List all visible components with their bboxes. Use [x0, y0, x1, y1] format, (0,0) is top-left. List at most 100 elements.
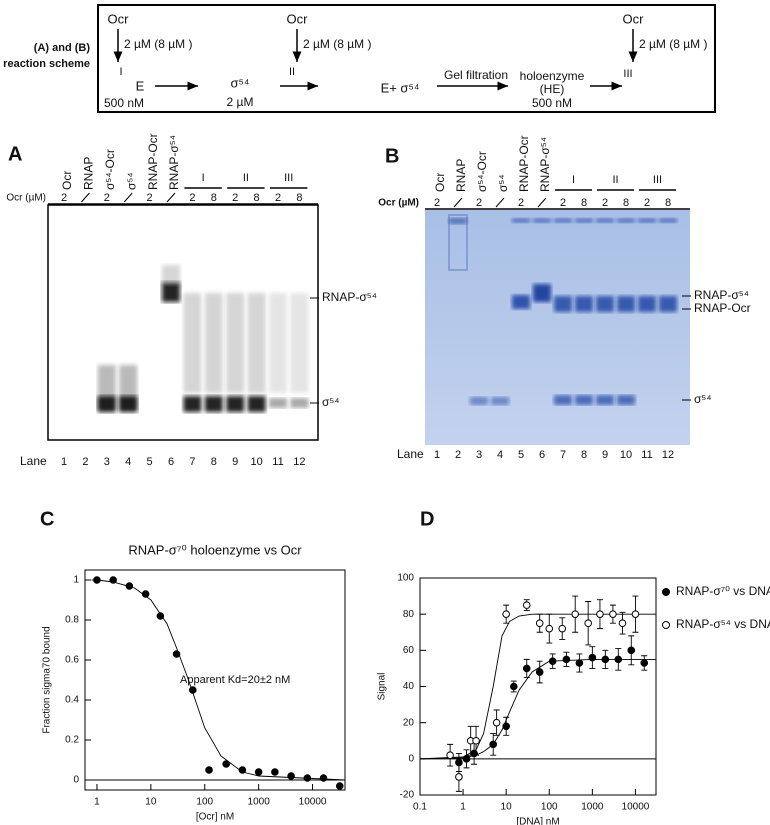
conc: 2: [518, 197, 524, 209]
band: [448, 214, 468, 271]
y-tick-label: 0.2: [65, 735, 79, 746]
band: [183, 396, 202, 412]
lane-label: Lane: [397, 447, 424, 461]
y-tick-label: 0: [408, 753, 414, 764]
conc: 2: [602, 197, 608, 209]
band: [659, 296, 677, 312]
band: [162, 265, 180, 285]
band: [119, 396, 138, 412]
slash: [495, 197, 505, 208]
slash: [166, 192, 176, 203]
chart-title: RNAP-σ⁷⁰ holoenzyme vs Ocr: [128, 542, 302, 557]
band: [247, 293, 266, 393]
conc: 2: [104, 192, 110, 204]
lane-number: 11: [272, 456, 283, 468]
dose: 2 µM (8 µM ): [124, 37, 193, 51]
slash: [81, 192, 90, 203]
concentration: 2 µM: [227, 95, 254, 109]
y-tick-label: 80: [403, 609, 415, 620]
lane-number: 10: [620, 449, 632, 461]
conc: 2: [644, 197, 650, 209]
band: [226, 293, 245, 393]
band: [512, 218, 530, 223]
plot-frame: [84, 569, 346, 791]
group-label: I: [202, 172, 205, 184]
panel-label: D: [420, 508, 434, 530]
group-label: II: [612, 174, 618, 186]
ocr: Ocr: [108, 11, 130, 26]
x-tick-label: 1000: [581, 802, 604, 813]
panel-label: B: [385, 145, 399, 167]
y-axis-label: Signal: [377, 673, 388, 701]
data-point: [188, 686, 197, 694]
lane-number: 6: [168, 456, 174, 468]
conc: 8: [581, 197, 587, 209]
conc: 2: [232, 192, 238, 204]
conc: 2: [476, 197, 482, 209]
step: II: [289, 66, 295, 78]
data-point: [640, 659, 649, 667]
slash: [453, 197, 463, 208]
lane-number: 1: [61, 456, 67, 468]
lane-header: RNAP-σ⁵⁴: [538, 137, 552, 192]
scheme-title: (A) and (B): [34, 42, 91, 54]
data-point: [489, 740, 498, 749]
band: [638, 296, 656, 312]
data-point: [601, 655, 610, 664]
conc-label: Ocr (µM): [6, 193, 46, 204]
band: [512, 295, 530, 309]
band: [596, 296, 614, 312]
legend-label: RNAP-σ⁷⁰ vs DNA: [676, 584, 770, 598]
data-point: [509, 682, 518, 691]
fit-line: [419, 613, 656, 760]
band: [162, 282, 180, 302]
data-point: [254, 768, 263, 776]
data-point: [596, 610, 604, 618]
lane-number: 9: [232, 456, 238, 468]
lane-header: σ⁵⁴-Ocr: [103, 149, 117, 190]
data-point: [609, 610, 617, 618]
lane-label: Lane: [20, 454, 47, 468]
conc: 2: [434, 197, 440, 209]
data-point: [522, 664, 531, 673]
data-point: [571, 610, 580, 618]
mix: E+ σ⁵⁴: [381, 80, 420, 95]
data-point: [548, 657, 557, 665]
conc: 2: [560, 197, 566, 209]
lane-number: 10: [250, 456, 262, 468]
band-label: RNAP-σ⁵⁴: [322, 290, 377, 304]
y-tick-label: 0.8: [65, 615, 79, 626]
slash: [537, 197, 547, 208]
band: [491, 397, 509, 405]
data-point: [472, 736, 480, 745]
band: [575, 395, 593, 405]
y-tick-label: 20: [403, 717, 415, 728]
band: [575, 296, 593, 312]
lane-number: 3: [476, 449, 482, 461]
band: [554, 218, 572, 223]
data-point: [618, 619, 627, 628]
scheme-title: reaction scheme: [3, 58, 90, 70]
conc: 2: [189, 192, 195, 204]
slash: [123, 192, 133, 203]
data-point: [562, 655, 571, 664]
lane-number: 5: [518, 449, 524, 461]
band: [554, 296, 572, 312]
x-tick-label: 10: [501, 802, 513, 813]
lane-number: 6: [539, 449, 545, 461]
y-tick-label: 0.4: [65, 695, 79, 706]
conc: 2: [61, 192, 67, 204]
lane-number: 7: [189, 456, 195, 468]
band: [183, 293, 202, 393]
data-point: [575, 659, 584, 667]
gel-filtration: Gel filtration: [444, 68, 508, 82]
x-tick-label: 10: [145, 797, 157, 808]
band: [226, 396, 245, 412]
y-axis-label: Fraction sigma70 bound: [42, 626, 53, 733]
data-point: [205, 766, 213, 774]
lane-header: RNAP-Ocr: [146, 133, 160, 190]
lane-number: 12: [662, 449, 674, 461]
band: [596, 218, 614, 223]
band: [290, 398, 309, 408]
